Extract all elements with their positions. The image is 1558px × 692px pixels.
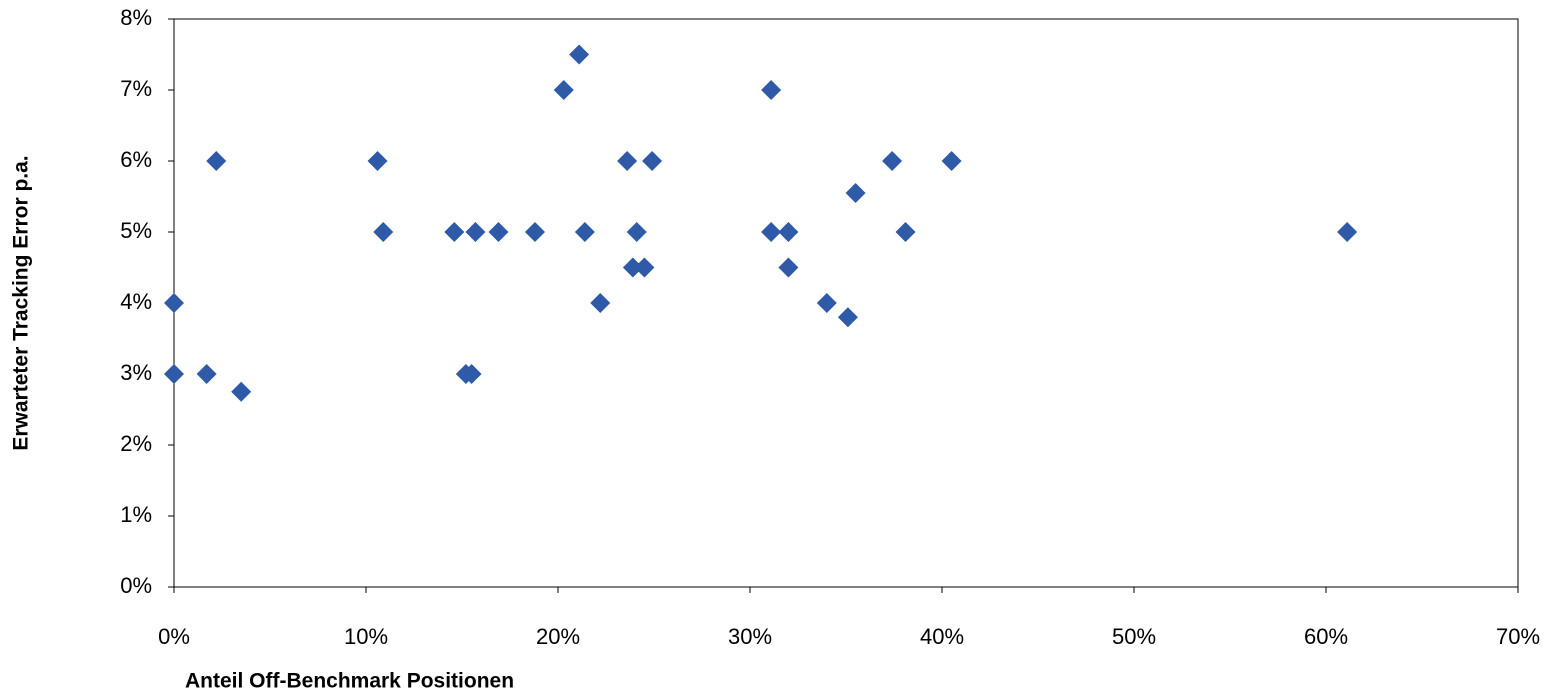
point: [642, 151, 663, 171]
y-tick-label: 4%: [120, 289, 152, 314]
point: [569, 44, 590, 65]
point: [574, 222, 595, 242]
point: [164, 293, 184, 313]
point: [444, 222, 465, 242]
y-tick-label: 0%: [120, 573, 152, 598]
point: [373, 222, 394, 242]
point: [882, 151, 903, 171]
x-tick-label: 50%: [1112, 624, 1156, 649]
y-tick-label: 2%: [120, 431, 152, 456]
x-tick-label: 70%: [1496, 624, 1540, 649]
y-tick-label: 1%: [120, 502, 152, 527]
point: [761, 80, 782, 100]
point: [524, 222, 545, 242]
x-axis-title: Anteil Off-Benchmark Positionen: [185, 670, 514, 692]
x-tick-label: 0%: [158, 624, 190, 649]
point: [761, 222, 782, 242]
plot-frame: [173, 18, 1519, 588]
point: [196, 364, 217, 384]
point: [778, 257, 799, 278]
point: [816, 293, 837, 313]
y-axis-title: Erwarteter Tracking Error p.a.: [10, 155, 33, 450]
point: [622, 257, 643, 278]
x-tick-label: 40%: [920, 624, 964, 649]
point: [895, 222, 916, 242]
y-tick-label: 7%: [120, 76, 152, 101]
point: [941, 151, 962, 171]
point: [626, 222, 647, 242]
point: [465, 222, 486, 242]
point: [837, 307, 858, 328]
y-tick-label: 6%: [120, 147, 152, 172]
point: [206, 151, 227, 171]
point: [634, 257, 655, 278]
point: [461, 364, 482, 384]
point: [617, 151, 638, 171]
y-tick-label: 3%: [120, 360, 152, 385]
point: [367, 151, 388, 171]
point: [553, 80, 574, 100]
y-tick-label: 5%: [120, 218, 152, 243]
point: [488, 222, 509, 242]
x-tick-label: 10%: [344, 624, 388, 649]
y-tick-label: 8%: [120, 5, 152, 30]
point: [590, 293, 611, 313]
point: [164, 364, 184, 384]
point: [845, 182, 866, 203]
point: [231, 381, 252, 402]
point: [1337, 222, 1358, 242]
x-tick-label: 60%: [1304, 624, 1348, 649]
point: [778, 222, 799, 242]
x-tick-label: 30%: [728, 624, 772, 649]
x-tick-label: 20%: [536, 624, 580, 649]
